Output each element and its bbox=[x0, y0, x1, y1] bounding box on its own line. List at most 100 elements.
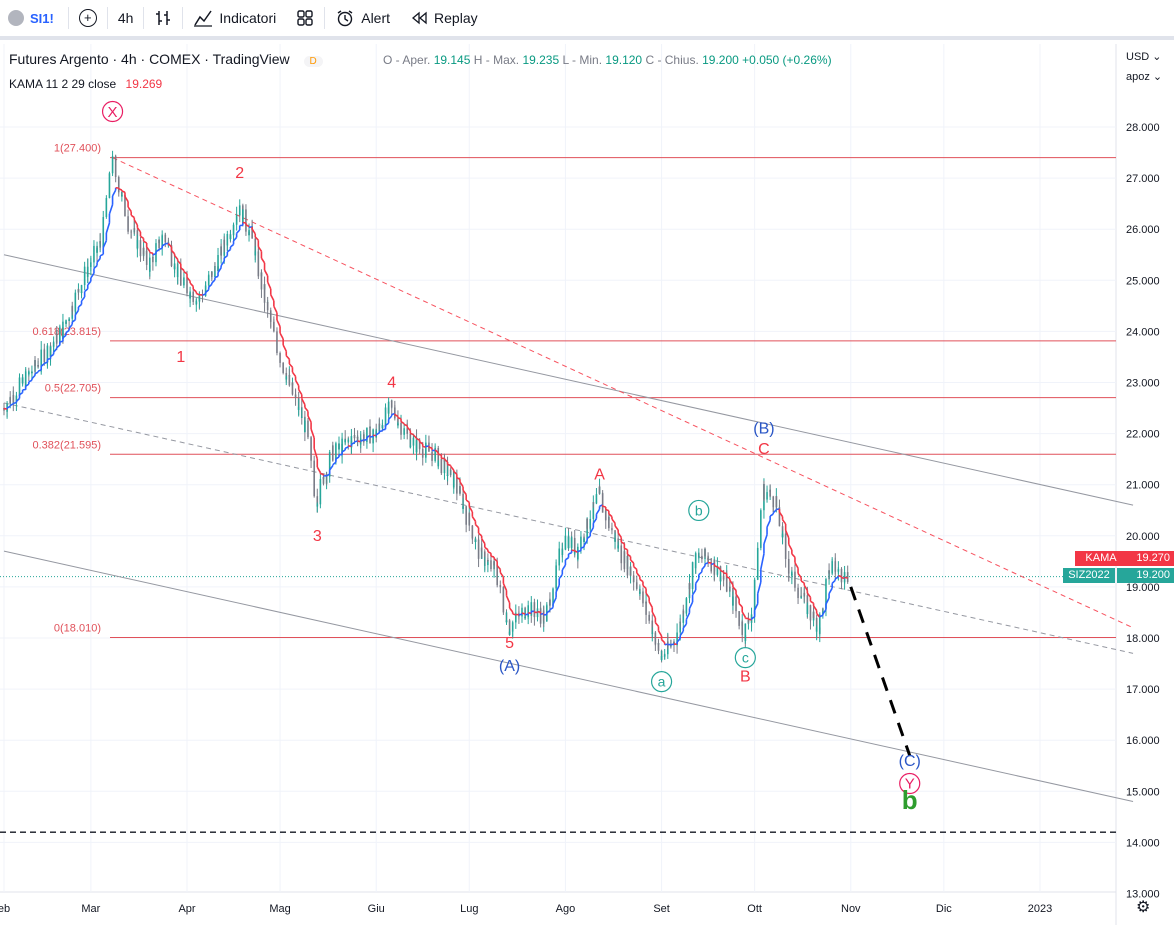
kama-line-segment bbox=[316, 466, 322, 473]
kama-line-segment bbox=[108, 204, 114, 215]
kama-line-segment bbox=[583, 540, 588, 546]
kama-line-segment bbox=[602, 505, 606, 508]
chart-type-button[interactable] bbox=[144, 0, 182, 38]
data-source-badge[interactable]: D bbox=[303, 56, 323, 67]
ohlc-low-key: L - Min. bbox=[562, 53, 603, 67]
kama-line-segment bbox=[816, 613, 821, 618]
kama-line-segment bbox=[558, 573, 563, 580]
kama-line-segment bbox=[484, 546, 489, 551]
kama-line-segment bbox=[620, 541, 625, 545]
kama-line-segment bbox=[505, 595, 511, 604]
kama-line-segment bbox=[716, 566, 722, 571]
wave-label: 2 bbox=[235, 165, 244, 182]
interval-button[interactable]: 4h bbox=[108, 0, 144, 38]
kama-line-segment bbox=[651, 611, 657, 619]
kama-line-segment bbox=[68, 323, 73, 329]
currency-selector[interactable]: USD ⌄ bbox=[1126, 50, 1162, 63]
top-toolbar: SI1! + 4h Indicatori Alert Replay bbox=[0, 0, 1174, 40]
indicators-button[interactable]: Indicatori bbox=[183, 0, 286, 38]
kama-line-segment bbox=[282, 344, 287, 352]
indicators-icon bbox=[194, 10, 213, 27]
kama-line-segment bbox=[778, 511, 784, 518]
kama-line-segment bbox=[751, 616, 756, 620]
kama-line-segment bbox=[657, 630, 663, 637]
layouts-button[interactable] bbox=[286, 0, 324, 38]
kama-line-segment bbox=[537, 610, 541, 613]
kama-value: 19.269 bbox=[125, 77, 163, 91]
wave-label: (C) bbox=[899, 753, 921, 770]
kama-line-segment bbox=[738, 603, 743, 608]
replay-button[interactable]: Replay bbox=[400, 0, 488, 38]
alert-button[interactable]: Alert bbox=[325, 0, 400, 38]
compare-button[interactable]: + bbox=[69, 0, 107, 38]
kama-line-segment bbox=[136, 227, 142, 233]
symbol-search-button[interactable]: SI1! bbox=[0, 0, 68, 38]
trendline-projection bbox=[849, 586, 912, 757]
y-tick-label: 20.000 bbox=[1126, 531, 1160, 543]
y-tick-label: 22.000 bbox=[1126, 429, 1160, 441]
kama-line-segment bbox=[828, 587, 833, 595]
wave-label: a bbox=[658, 674, 666, 690]
kama-line-segment bbox=[270, 294, 275, 302]
kama-legend[interactable]: KAMA 11 2 29 close 19.269 bbox=[9, 77, 162, 91]
kama-line-segment bbox=[769, 513, 774, 517]
gear-icon[interactable]: ⚙ bbox=[1136, 899, 1151, 916]
kama-line-segment bbox=[173, 255, 179, 260]
kama-line-segment bbox=[177, 260, 182, 265]
y-tick-label: 24.000 bbox=[1126, 326, 1160, 338]
wave-label-circle bbox=[688, 499, 710, 522]
kama-line-segment bbox=[236, 229, 241, 234]
trendline-dashed-red bbox=[112, 157, 1134, 629]
kama-line-segment bbox=[310, 428, 315, 439]
chevron-down-icon: ⌄ bbox=[1152, 71, 1163, 83]
kama-line-segment bbox=[810, 600, 814, 604]
kama-line-segment bbox=[626, 553, 632, 558]
kama-line-segment bbox=[25, 383, 30, 387]
kama-line-segment bbox=[202, 293, 206, 296]
alert-label: Alert bbox=[361, 10, 391, 26]
y-tick-label: 14.000 bbox=[1126, 837, 1160, 849]
kama-line-segment bbox=[617, 532, 622, 538]
kama-line-segment bbox=[639, 578, 644, 583]
price-chart[interactable]: 28.000 27.000 26.000 25.000 24.000 23.000 22.0… bbox=[0, 44, 1174, 925]
kama-line-segment bbox=[208, 283, 213, 288]
x-tick-label: Dic bbox=[936, 903, 952, 915]
kama-line-segment bbox=[434, 449, 439, 454]
kama-line-segment bbox=[838, 574, 842, 578]
kama-line-segment bbox=[456, 477, 461, 480]
x-tick-label: 2023 bbox=[1028, 903, 1052, 915]
kama-line-segment bbox=[670, 643, 675, 646]
kama-price-tag: 19.270 bbox=[1117, 551, 1174, 566]
kama-line-segment bbox=[726, 575, 731, 580]
kama-line-segment bbox=[223, 255, 228, 259]
kama-line-segment bbox=[397, 416, 402, 420]
kama-line-segment bbox=[624, 547, 628, 551]
kama-line-segment bbox=[28, 379, 33, 383]
kama-line-segment bbox=[183, 270, 188, 275]
close-tag-name: SIZ2022 bbox=[1063, 568, 1115, 583]
kama-line-segment bbox=[614, 525, 619, 531]
kama-line-segment bbox=[242, 221, 247, 224]
kama-line-segment bbox=[266, 281, 272, 290]
kama-line-segment bbox=[385, 422, 390, 427]
kama-line-segment bbox=[490, 555, 495, 558]
kama-line-segment bbox=[13, 401, 17, 405]
kama-line-segment bbox=[481, 538, 486, 544]
kama-line-segment bbox=[794, 562, 799, 569]
kama-line-segment bbox=[65, 329, 70, 334]
toolbar-divider bbox=[67, 7, 69, 29]
x-tick-label: Nov bbox=[841, 903, 861, 915]
kama-line-segment bbox=[31, 374, 36, 380]
ohlc-open-value: 19.145 bbox=[433, 53, 471, 67]
y-tick-label: 19.000 bbox=[1126, 582, 1160, 594]
ohlc-high-value: 19.235 bbox=[522, 53, 560, 67]
kama-line-segment bbox=[552, 597, 557, 605]
kama-line-segment bbox=[586, 535, 591, 540]
kama-line-segment bbox=[496, 565, 501, 570]
kama-line-segment bbox=[59, 340, 64, 343]
scale-mode-selector[interactable]: apoz ⌄ bbox=[1126, 70, 1162, 83]
kama-line-segment bbox=[654, 622, 660, 627]
kama-line-segment bbox=[15, 397, 21, 402]
kama-line-segment bbox=[589, 527, 595, 534]
kama-line-segment bbox=[564, 557, 569, 561]
